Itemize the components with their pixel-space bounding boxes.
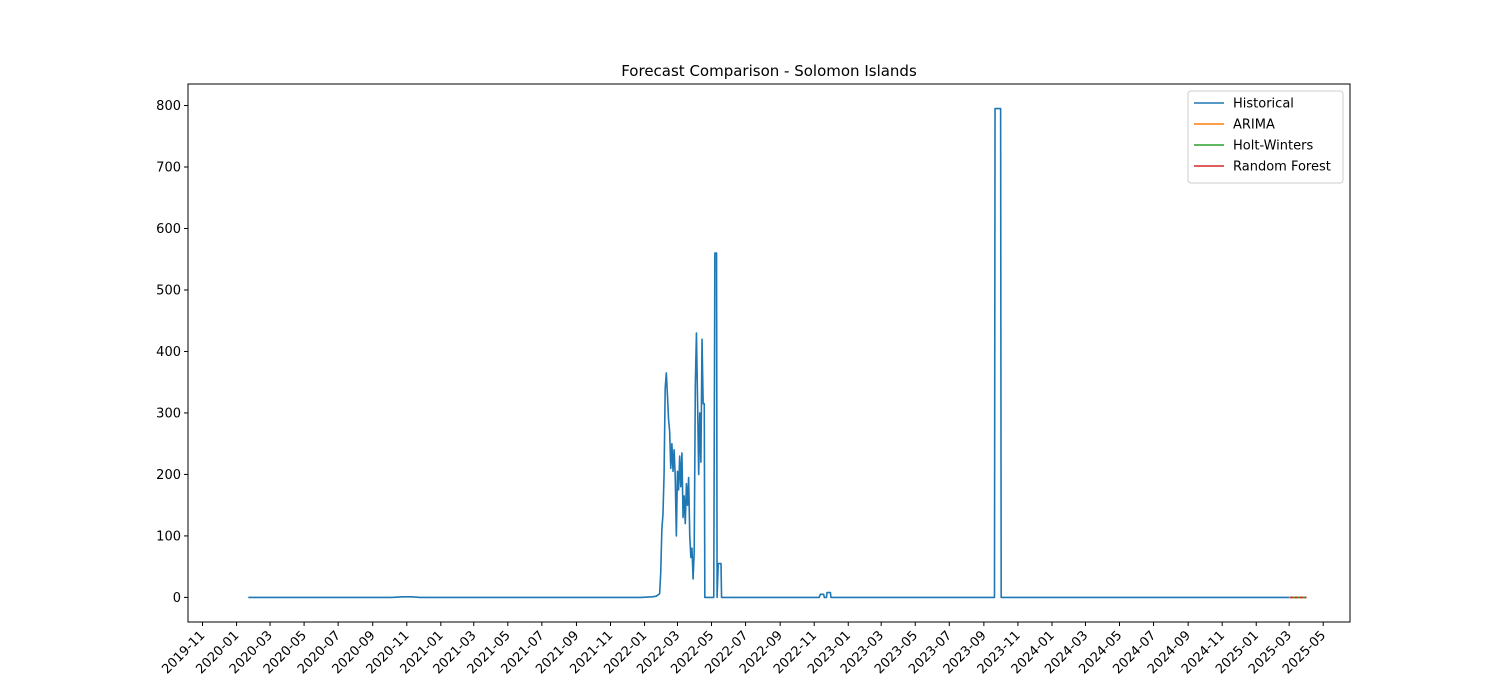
legend-label: Holt-Winters (1233, 139, 1313, 154)
plot-area (188, 84, 1350, 622)
series-layer (248, 107, 1307, 599)
legend-label: ARIMA (1233, 118, 1275, 133)
y-tick-label: 400 (156, 345, 181, 360)
chart-title: Forecast Comparison - Solomon Islands (621, 62, 917, 80)
legend-label: Historical (1233, 97, 1294, 112)
y-tick-label: 700 (156, 161, 181, 176)
y-tick-label: 300 (156, 406, 181, 421)
legend-label: Random Forest (1233, 160, 1331, 175)
y-axis: 0 100 200 300 400 500 600 700 800 (156, 99, 188, 606)
y-tick-label: 600 (156, 222, 181, 237)
y-tick-label: 800 (156, 99, 181, 114)
axes-frame (187, 83, 1351, 623)
y-tick-label: 200 (156, 468, 181, 483)
y-tick-label: 500 (156, 283, 181, 298)
y-tick-label: 0 (173, 591, 181, 606)
series-line-historical (248, 107, 1290, 599)
legend: Historical ARIMA Holt-Winters Random Forest (1187, 90, 1344, 184)
legend-box (1187, 90, 1344, 184)
y-tick-label: 100 (156, 529, 181, 544)
